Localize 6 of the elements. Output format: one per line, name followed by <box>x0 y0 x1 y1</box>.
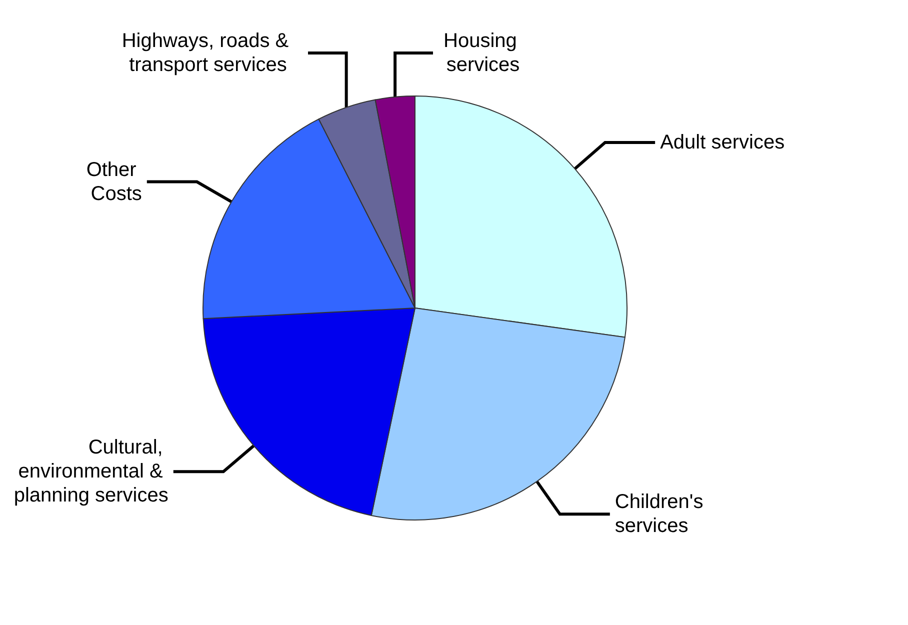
slice-label: Highways, roads & transport services <box>122 30 294 76</box>
slice-label: Other Costs <box>86 158 142 205</box>
slice-label: Children's services <box>614 491 709 538</box>
slice-label: Adult services <box>660 132 785 154</box>
slice-label: Cultural, environmental & planning services <box>14 436 168 507</box>
slice-label: Housing services <box>444 30 522 76</box>
